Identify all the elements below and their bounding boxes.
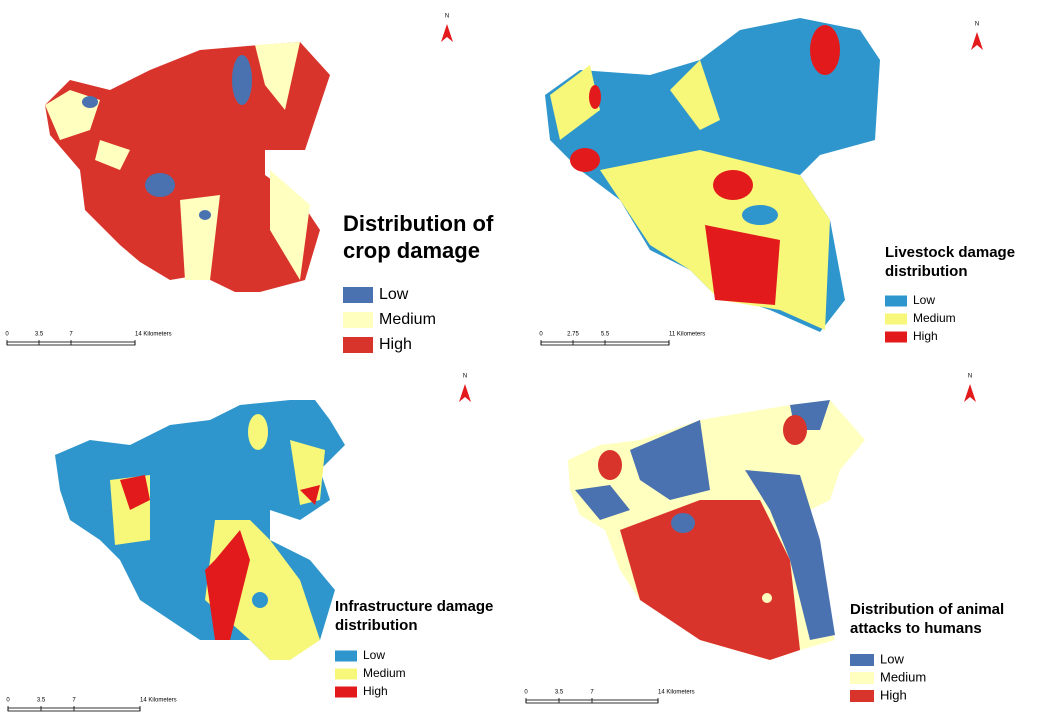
map-zone (248, 414, 268, 450)
north-label: N (968, 374, 972, 380)
map-zone (199, 210, 211, 220)
legend-label: High (880, 687, 907, 702)
map-title: distribution (335, 617, 418, 634)
map-zone (705, 225, 780, 305)
map-zone (255, 42, 300, 110)
map-zone (252, 592, 268, 608)
map-zone (145, 173, 175, 197)
map-zone (45, 42, 330, 292)
north-label: N (445, 14, 449, 20)
map-zone (745, 470, 835, 640)
legend-swatch (885, 313, 907, 325)
legend-swatch (335, 650, 357, 662)
attacks-map (568, 400, 865, 660)
scale-label: 3.5 (37, 698, 46, 704)
crop-map (45, 42, 330, 292)
legend-label: Medium (913, 311, 956, 325)
map-zone (630, 420, 710, 500)
scale-label: 3.5 (555, 690, 564, 696)
legend-swatch (850, 672, 874, 684)
scale-label: 3.5 (35, 332, 44, 338)
legend-swatch (885, 295, 907, 307)
legend-swatch (335, 686, 357, 698)
legend-label: Medium (363, 666, 406, 680)
map-zone (810, 25, 840, 75)
map-zone (742, 205, 778, 225)
north-arrow (964, 384, 976, 402)
legend-swatch (343, 287, 373, 303)
map-title: Livestock damage (885, 244, 1015, 261)
map-zone (550, 65, 600, 140)
legend-label: Low (379, 286, 409, 303)
map-zone (589, 85, 601, 109)
north-label: N (463, 374, 467, 380)
map-title: attacks to humans (850, 620, 982, 637)
legend-swatch (343, 337, 373, 353)
legend-swatch (850, 654, 874, 666)
map-zone (95, 140, 130, 170)
map-zone (120, 475, 150, 510)
scale-label: 2.75 (567, 332, 579, 338)
map-title: Infrastructure damage (335, 598, 493, 615)
scale-label: 7 (590, 690, 594, 696)
map-zone (232, 55, 252, 105)
scale-label: 7 (69, 332, 73, 338)
map-zone (300, 485, 320, 505)
legend-label: Medium (379, 311, 436, 328)
livestock-map (545, 18, 880, 332)
scale-label: 11 Kilometers (669, 332, 705, 338)
map-zone (670, 60, 720, 130)
map-title: crop damage (343, 238, 480, 263)
map-zone (713, 170, 753, 200)
map-zone (783, 415, 807, 445)
legend-label: High (913, 329, 938, 343)
scale-label: 14 Kilometers (135, 332, 172, 338)
legend-swatch (850, 690, 874, 702)
map-title: Distribution of animal (850, 601, 1004, 618)
scale-label: 0 (539, 332, 543, 338)
map-title: Distribution of (343, 211, 494, 236)
scale-label: 0 (5, 332, 9, 338)
legend-label: Medium (880, 669, 926, 684)
scale-label: 14 Kilometers (140, 698, 177, 704)
scale-label: 7 (72, 698, 76, 704)
map-zone (620, 500, 800, 660)
north-arrow (441, 24, 453, 42)
map-zone (671, 513, 695, 533)
north-arrow (971, 32, 983, 50)
scale-label: 0 (6, 698, 10, 704)
infrastructure-map (55, 400, 345, 660)
legend-label: Low (363, 648, 385, 662)
legend-swatch (335, 668, 357, 680)
legend-label: Low (913, 293, 935, 307)
map-title: distribution (885, 263, 968, 280)
map-zone (205, 530, 250, 640)
legend-label: Low (880, 651, 904, 666)
scale-label: 0 (524, 690, 528, 696)
scale-label: 14 Kilometers (658, 690, 695, 696)
map-zone (570, 148, 600, 172)
north-label: N (975, 22, 979, 28)
map-zone (598, 450, 622, 480)
legend-swatch (885, 331, 907, 343)
legend-label: High (379, 336, 412, 353)
map-zone (270, 170, 310, 280)
map-zone (762, 593, 772, 603)
legend-label: High (363, 684, 388, 698)
scale-label: 5.5 (601, 332, 610, 338)
legend-swatch (343, 312, 373, 328)
north-arrow (459, 384, 471, 402)
map-zone (82, 96, 98, 108)
map-zone (575, 485, 630, 520)
